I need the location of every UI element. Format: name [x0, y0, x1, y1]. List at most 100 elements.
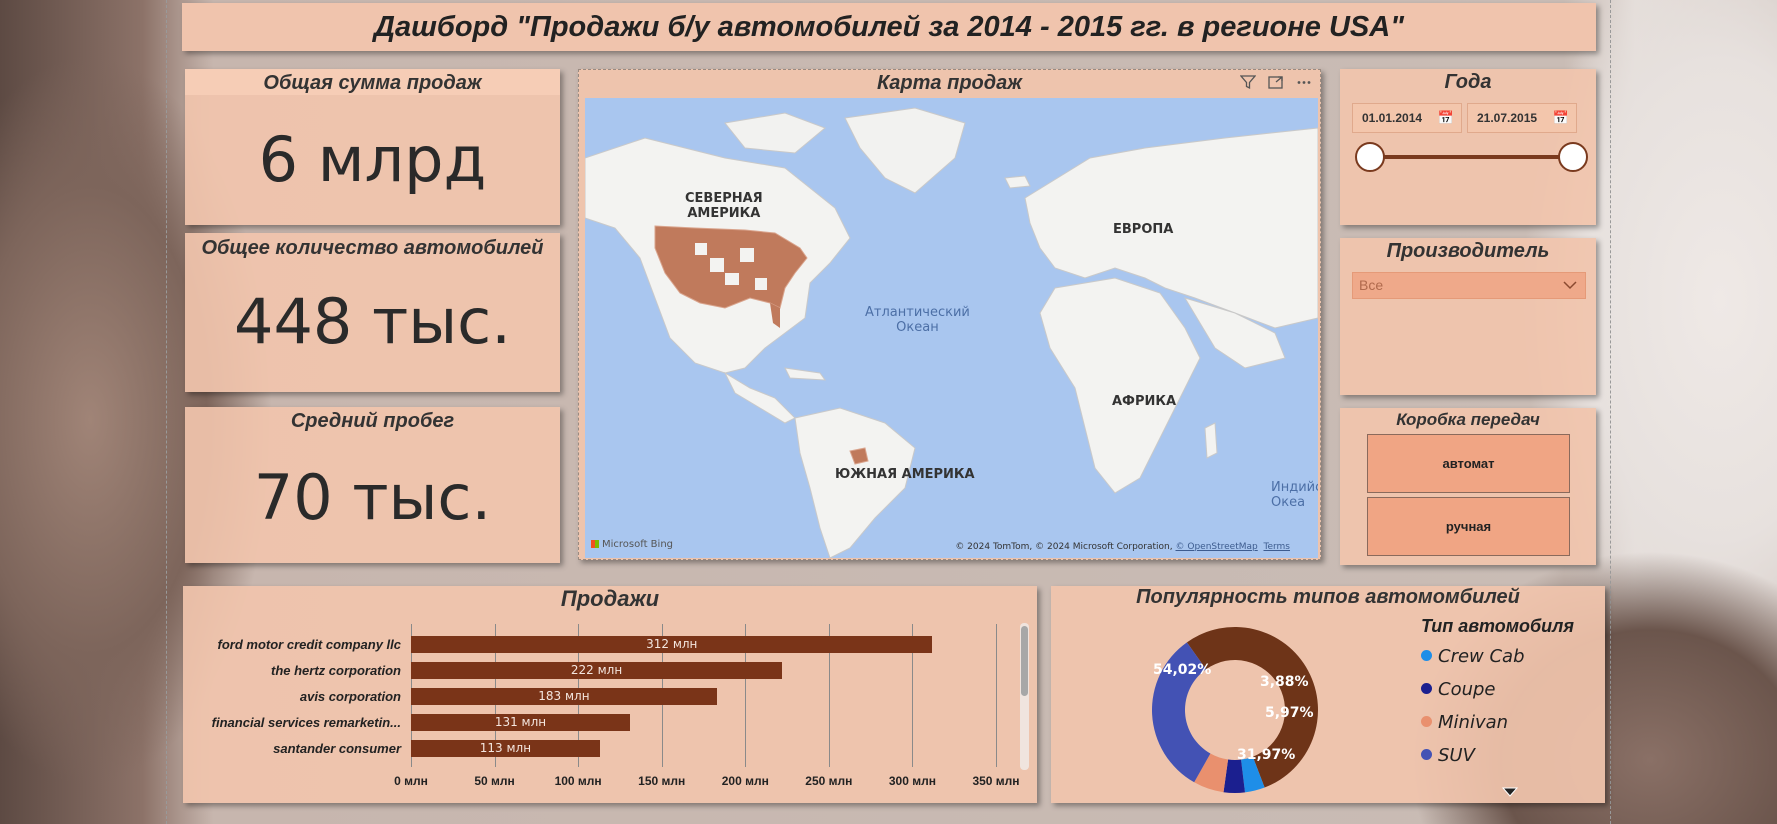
calendar-icon[interactable]: 📅: [1552, 110, 1569, 125]
map-label-south-america: ЮЖНАЯ АМЕРИКА: [835, 467, 975, 482]
manufacturer-selected-value: Все: [1359, 277, 1384, 293]
donut-slice-label: 5,97%: [1265, 705, 1314, 721]
kpi-value: 6 млрд: [258, 123, 487, 196]
legend-item[interactable]: Coupe: [1421, 679, 1496, 700]
bing-logo: Microsoft Bing: [591, 539, 673, 550]
manufacturer-slicer[interactable]: Производитель: [1340, 238, 1596, 395]
slider-start-handle[interactable]: [1355, 142, 1385, 172]
manufacturer-slicer-title: Производитель: [1386, 240, 1550, 262]
kpi-title: Средний пробег: [290, 410, 455, 432]
bar-category-label: santander consumer: [273, 741, 401, 756]
legend-title: Тип автомобиля: [1421, 616, 1574, 636]
dashboard-title-bar: Дашборд "Продажи б/у автомобилей за 2014…: [182, 3, 1596, 51]
legend-item[interactable]: Minivan: [1421, 712, 1508, 733]
terms-link[interactable]: Terms: [1263, 542, 1290, 552]
legend-dot-icon: [1421, 682, 1432, 694]
end-date-input[interactable]: 21.07.2015 📅: [1467, 103, 1577, 133]
filter-icon[interactable]: [1239, 75, 1257, 94]
bar-value-label: 113 млн: [479, 741, 532, 755]
windows-logo-icon: [591, 540, 599, 548]
x-gridline: [828, 624, 830, 767]
legend-label: Crew Cab: [1438, 646, 1525, 667]
report-canvas-frame: [166, 0, 1611, 824]
dashboard-title: Дашборд "Продажи б/у автомобилей за 2014…: [374, 11, 1404, 43]
sales-map-visual[interactable]: Карта продаж: [578, 69, 1321, 560]
map-label-north-america: СЕВЕРНАЯ АМЕРИКА: [685, 191, 763, 221]
bar[interactable]: [411, 662, 783, 679]
legend-label: Minivan: [1438, 712, 1509, 733]
bar-category-label: ford motor credit company llc: [217, 637, 401, 652]
legend-dot-icon: [1421, 748, 1432, 760]
map-label-indian: Индийс Океа: [1271, 480, 1318, 510]
donut-svg: [1118, 593, 1352, 803]
legend-item[interactable]: SUV: [1421, 745, 1475, 766]
kpi-card-total-sales[interactable]: Общая сумма продаж 6 млрд: [185, 69, 560, 225]
legend-dot-icon: [1421, 649, 1432, 661]
bar-category-label: avis corporation: [299, 689, 401, 704]
bar-value-label: 131 млн: [494, 715, 547, 729]
bar[interactable]: [411, 688, 717, 705]
slider-end-handle[interactable]: [1558, 142, 1588, 172]
legend-label: Coupe: [1438, 679, 1496, 700]
manufacturer-dropdown[interactable]: Все: [1352, 272, 1586, 299]
credits-text: © 2024 TomTom, © 2024 Microsoft Corporat…: [955, 542, 1173, 552]
kpi-value: 70 тыс.: [253, 461, 492, 534]
kpi-card-avg-mileage[interactable]: Средний пробег 70 тыс.: [185, 407, 560, 563]
donut-slice[interactable]: [1187, 747, 1243, 802]
start-date-value: 01.01.2014: [1362, 111, 1423, 125]
donut-slice-label: 31,97%: [1237, 747, 1296, 763]
years-slicer[interactable]: Года: [1340, 69, 1596, 225]
legend-item[interactable]: Crew Cab: [1421, 646, 1525, 667]
bar-category-label: the hertz corporation: [270, 663, 401, 678]
legend-dot-icon: [1421, 715, 1432, 727]
x-gridline: [996, 624, 997, 767]
bar[interactable]: [411, 714, 630, 731]
legend-label: SUV: [1438, 745, 1475, 766]
bar[interactable]: [411, 740, 600, 757]
focus-mode-icon[interactable]: [1268, 75, 1284, 94]
bing-label: Microsoft Bing: [602, 539, 674, 550]
legend-scroll-down-icon[interactable]: [1501, 784, 1519, 802]
x-tick-label: 350 млн: [972, 774, 1020, 788]
x-tick-label: 200 млн: [721, 774, 769, 788]
map-canvas[interactable]: СЕВЕРНАЯ АМЕРИКА ЕВРОПА АФРИКА ЮЖНАЯ АМЕ…: [585, 98, 1318, 558]
kpi-value: 448 тыс.: [234, 285, 511, 358]
kpi-title: Общая сумма продаж: [185, 69, 560, 95]
openstreetmap-link[interactable]: © OpenStreetMap: [1175, 542, 1258, 552]
donut-slice[interactable]: [1209, 753, 1258, 803]
gearbox-option-automatic[interactable]: автомат: [1367, 434, 1570, 493]
calendar-icon[interactable]: 📅: [1437, 110, 1454, 125]
donut-slice-label: 3,88%: [1260, 674, 1309, 690]
chart-scrollbar[interactable]: [1020, 623, 1029, 770]
gearbox-option-manual[interactable]: ручная: [1367, 497, 1570, 556]
bar[interactable]: [411, 636, 933, 653]
map-credits: © 2024 TomTom, © 2024 Microsoft Corporat…: [955, 542, 1290, 552]
map-label-africa: АФРИКА: [1112, 394, 1177, 409]
chart-scrollbar-thumb[interactable]: [1021, 626, 1028, 696]
donut-slice-label: 54,02%: [1153, 662, 1212, 678]
years-slicer-title: Года: [1444, 71, 1492, 93]
date-range-slider-track[interactable]: [1370, 155, 1573, 159]
car-type-donut-chart[interactable]: Популярность типов автомомбилей: [1051, 586, 1605, 803]
x-gridline: [912, 624, 914, 767]
donut-chart-title: Популярность типов автомомбилей: [1136, 586, 1520, 608]
kpi-title: Общее количество автомобилей: [201, 237, 544, 259]
bar-category-label: financial services remarketin...: [211, 715, 401, 730]
start-date-input[interactable]: 01.01.2014 📅: [1352, 103, 1462, 133]
x-tick-label: 50 млн: [474, 774, 515, 788]
x-tick-label: 250 млн: [805, 774, 853, 788]
sales-chart-title: Продажи: [560, 586, 660, 611]
chevron-down-icon[interactable]: [1563, 273, 1577, 298]
donut-slice[interactable]: [1161, 593, 1352, 791]
donut-slice[interactable]: [1227, 753, 1273, 800]
map-label-europe: ЕВРОПА: [1113, 222, 1174, 237]
map-title: Карта продаж: [877, 72, 1022, 94]
x-tick-label: 150 млн: [638, 774, 686, 788]
world-map-shapes: [585, 107, 1318, 558]
more-options-icon[interactable]: [1296, 75, 1312, 94]
bar-value-label: 183 млн: [538, 689, 590, 703]
donut-slice[interactable]: [1118, 642, 1259, 786]
gearbox-slicer-title: Коробка передач: [1396, 410, 1540, 429]
kpi-card-total-cars[interactable]: Общее количество автомобилей 448 тыс.: [185, 233, 560, 392]
x-tick-label: 300 млн: [888, 774, 936, 788]
